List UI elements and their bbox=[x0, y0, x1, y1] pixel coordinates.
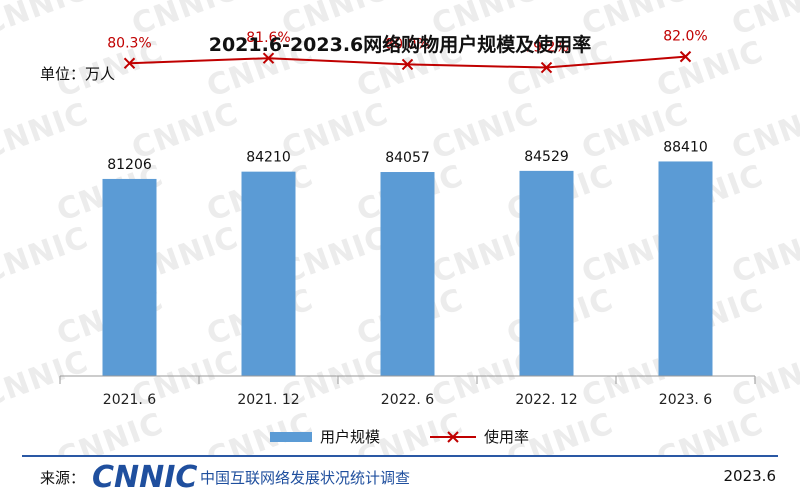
x-tick-label-0: 2021. 6 bbox=[103, 392, 157, 408]
rate-marker-3 bbox=[540, 61, 553, 74]
organization-name: 中国互联网络发展状况统计调查 bbox=[200, 469, 411, 487]
bar-value-label-3: 84529 bbox=[524, 149, 569, 165]
unit-label: 单位：万人 bbox=[40, 65, 116, 83]
rate-marker-2 bbox=[401, 58, 414, 71]
logo-text: CNNIC bbox=[92, 460, 197, 494]
x-tick-label-4: 2023. 6 bbox=[659, 392, 713, 408]
rate-value-label-1: 81.6% bbox=[246, 30, 290, 46]
rate-marker-0 bbox=[123, 57, 136, 69]
source-label: 来源： bbox=[40, 469, 86, 487]
legend-bar-label: 用户规模 bbox=[320, 428, 380, 446]
rate-value-label-0: 80.3% bbox=[107, 35, 151, 51]
bar-4 bbox=[658, 161, 713, 376]
bar-2 bbox=[380, 172, 435, 376]
rate-value-label-3: 79.2% bbox=[524, 40, 568, 56]
legend-bar-swatch bbox=[270, 432, 312, 442]
bar-1 bbox=[241, 171, 296, 376]
bar-value-label-2: 84057 bbox=[385, 150, 430, 166]
legend-line-marker bbox=[447, 431, 459, 443]
combo-chart: 81206 84210 84057 84529 88410 2021. 6 2021. 12… bbox=[59, 29, 756, 446]
bar-0 bbox=[102, 178, 157, 376]
rate-marker-1 bbox=[262, 52, 275, 64]
rate-value-label-4: 82.0% bbox=[663, 29, 707, 45]
bar-value-label-0: 81206 bbox=[107, 157, 152, 173]
footer-divider bbox=[22, 455, 778, 457]
cnnic-logo: CNNIC bbox=[92, 460, 197, 494]
rate-marker-4 bbox=[679, 50, 692, 63]
x-tick-label-3: 2022. 12 bbox=[515, 392, 577, 408]
chart-title: 2021.6-2023.6网络购物用户规模及使用率 bbox=[208, 34, 592, 56]
rate-line bbox=[129, 55, 686, 69]
footer: 来源： CNNIC 中国互联网络发展状况统计调查 2023.6 bbox=[0, 458, 800, 498]
bar-value-label-1: 84210 bbox=[246, 150, 291, 166]
report-date: 2023.6 bbox=[723, 467, 777, 485]
x-tick-label-1: 2021. 12 bbox=[237, 392, 299, 408]
bar-value-label-4: 88410 bbox=[663, 139, 708, 155]
legend-line-label: 使用率 bbox=[484, 428, 529, 446]
rate-value-label-2: 80.0% bbox=[385, 36, 429, 52]
x-tick-label-2: 2022. 6 bbox=[381, 392, 435, 408]
bar-3 bbox=[519, 170, 574, 376]
